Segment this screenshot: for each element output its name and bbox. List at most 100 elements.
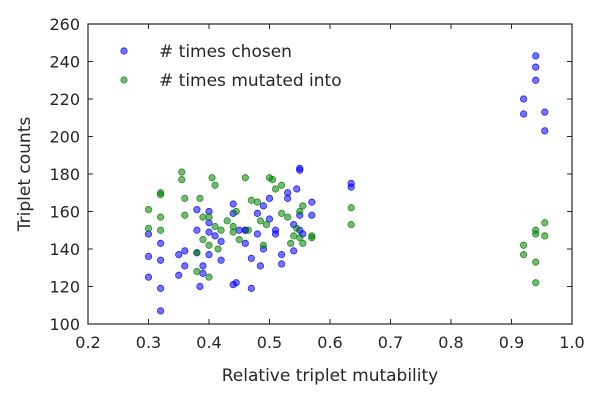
- point-times-chosen: [199, 262, 207, 270]
- point-times-mutated-into: [541, 232, 549, 240]
- point-times-chosen: [157, 239, 165, 247]
- legend-marker-chosen: [120, 47, 128, 55]
- point-times-mutated-into: [290, 232, 298, 240]
- point-times-mutated-into: [181, 211, 189, 219]
- point-times-chosen: [199, 269, 207, 277]
- point-times-mutated-into: [253, 198, 261, 206]
- point-times-chosen: [277, 260, 286, 268]
- plot-frame: [87, 23, 573, 325]
- point-times-chosen: [277, 251, 286, 259]
- point-times-chosen: [271, 230, 280, 238]
- point-times-chosen: [181, 247, 189, 255]
- point-times-chosen: [235, 226, 243, 234]
- point-times-chosen: [144, 273, 153, 281]
- point-times-chosen: [247, 284, 255, 292]
- point-times-mutated-into: [229, 228, 237, 236]
- point-times-chosen: [193, 226, 201, 234]
- point-times-mutated-into: [241, 174, 249, 182]
- point-times-mutated-into: [519, 251, 528, 259]
- legend-label-mutated: # times mutated into: [159, 71, 342, 91]
- point-times-mutated-into: [271, 185, 280, 193]
- point-times-chosen: [347, 183, 355, 191]
- y-tick-label: 140: [49, 240, 80, 259]
- point-times-mutated-into: [532, 279, 540, 287]
- legend-marker-mutated: [120, 76, 128, 84]
- point-times-chosen: [532, 52, 540, 60]
- point-times-mutated-into: [178, 176, 186, 184]
- point-times-chosen: [290, 247, 298, 255]
- point-times-mutated-into: [214, 245, 222, 253]
- y-tick-label: 160: [49, 203, 80, 222]
- point-times-mutated-into: [299, 202, 307, 210]
- point-times-chosen: [265, 194, 274, 202]
- point-times-chosen: [265, 215, 274, 223]
- point-times-mutated-into: [193, 267, 201, 276]
- point-times-mutated-into: [244, 226, 252, 234]
- point-times-mutated-into: [296, 234, 304, 242]
- y-tick-label: 180: [49, 165, 80, 184]
- point-times-chosen: [181, 262, 189, 270]
- point-times-chosen: [519, 95, 528, 103]
- legend: # times chosen # times mutated into: [120, 42, 342, 91]
- point-times-chosen: [175, 251, 183, 259]
- point-times-chosen: [253, 209, 261, 217]
- point-times-chosen: [296, 164, 304, 172]
- point-times-chosen: [196, 282, 204, 291]
- point-times-chosen: [541, 108, 549, 116]
- point-times-mutated-into: [181, 194, 189, 202]
- point-times-mutated-into: [277, 181, 286, 189]
- y-tick-label: 260: [49, 15, 80, 34]
- point-times-chosen: [256, 262, 265, 270]
- point-times-mutated-into: [541, 219, 549, 227]
- point-times-mutated-into: [232, 207, 240, 216]
- point-times-mutated-into: [296, 207, 304, 216]
- point-times-mutated-into: [259, 241, 268, 249]
- point-times-mutated-into: [157, 191, 165, 199]
- point-times-mutated-into: [532, 230, 540, 238]
- point-times-chosen: [175, 271, 183, 279]
- point-times-chosen: [259, 202, 268, 210]
- x-tick-label: 0.3: [136, 333, 161, 352]
- point-times-chosen: [232, 279, 240, 287]
- y-axis-label: Triplet counts: [15, 117, 35, 233]
- y-tick-label: 200: [49, 128, 80, 147]
- point-times-chosen: [229, 200, 237, 208]
- point-times-chosen: [211, 232, 219, 240]
- point-times-mutated-into: [235, 236, 243, 244]
- plot-background: [88, 24, 572, 324]
- point-times-mutated-into: [205, 241, 213, 249]
- point-times-mutated-into: [217, 226, 225, 234]
- points-layer: [144, 52, 549, 315]
- point-times-chosen: [193, 206, 201, 214]
- legend-label-chosen: # times chosen: [159, 42, 292, 62]
- point-times-mutated-into: [208, 174, 216, 182]
- x-axis-label: Relative triplet mutability: [222, 366, 438, 386]
- point-times-mutated-into: [519, 241, 528, 249]
- point-times-mutated-into: [308, 234, 316, 242]
- point-times-chosen: [217, 256, 225, 264]
- point-times-mutated-into: [284, 213, 292, 221]
- point-times-chosen: [541, 127, 549, 135]
- point-times-mutated-into: [262, 221, 271, 229]
- point-times-mutated-into: [299, 239, 307, 247]
- point-times-chosen: [157, 307, 165, 315]
- x-tick-label: 0.8: [438, 333, 463, 352]
- point-times-mutated-into: [199, 236, 207, 244]
- point-times-mutated-into: [247, 196, 255, 204]
- point-times-chosen: [247, 254, 255, 262]
- x-tick-label: 1.0: [559, 333, 584, 352]
- x-tick-label: 0.7: [378, 333, 403, 352]
- point-times-mutated-into: [157, 213, 165, 221]
- point-times-mutated-into: [178, 168, 186, 176]
- point-times-mutated-into: [256, 217, 265, 225]
- point-times-mutated-into: [157, 226, 165, 234]
- point-times-chosen: [293, 185, 301, 193]
- point-times-chosen: [205, 251, 213, 259]
- point-times-chosen: [308, 211, 316, 219]
- point-times-mutated-into: [293, 224, 301, 232]
- point-times-mutated-into: [347, 204, 355, 212]
- point-times-chosen: [308, 198, 316, 206]
- point-times-mutated-into: [211, 222, 219, 231]
